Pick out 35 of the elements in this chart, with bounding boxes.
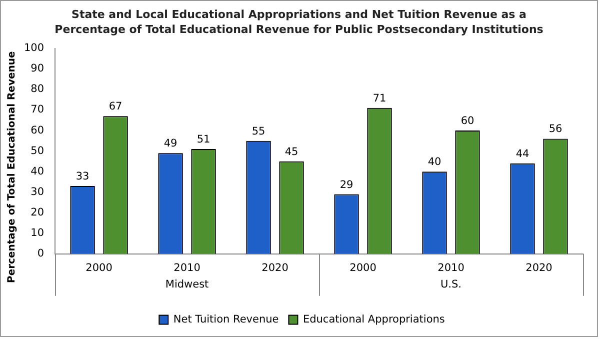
x-tick-label: 2000: [86, 262, 112, 274]
legend-label: Net Tuition Revenue: [173, 313, 279, 326]
y-tick-label: 0: [37, 248, 44, 260]
x-tick-label: 2000: [350, 262, 376, 274]
y-tick-label: 90: [30, 62, 44, 75]
text: Midwest: [165, 278, 209, 291]
y-axis-title: Percentage of Total Educational Revenue: [6, 51, 18, 283]
y-tick-label: 40: [30, 165, 44, 178]
y-tick-label: 80: [30, 83, 44, 96]
data-label: 45: [284, 146, 298, 158]
data-label: 51: [196, 134, 210, 146]
data-label: 33: [76, 170, 90, 183]
data-label: 60: [460, 115, 474, 128]
data-label: 49: [164, 138, 178, 150]
y-tick-label: 70: [30, 104, 44, 116]
y-tick-label: 20: [30, 206, 44, 219]
chart-title: State and Local Educational Appropriations and Net Tuition Revenue as a Percentage of Total Educational Revenue for Public Postsecondary Institutions: [54, 7, 544, 38]
data-label: 44: [516, 148, 530, 160]
data-label: 55: [252, 125, 266, 138]
data-label: 56: [548, 123, 562, 136]
y-tick-label: 60: [30, 124, 44, 136]
data-label: 29: [340, 178, 354, 191]
data-label: 40: [428, 156, 442, 168]
legend-label: Educational Appropriations: [302, 313, 445, 326]
x-tick-label: 2020: [262, 262, 288, 274]
x-tick-label: 2010: [174, 262, 200, 274]
data-label: 71: [372, 92, 386, 104]
data-label: 67: [108, 100, 122, 113]
x-tick-label: 2020: [526, 262, 552, 274]
y-tick-label: 100: [24, 42, 44, 54]
y-tick-label: 10: [30, 227, 44, 240]
y-tick-label: 50: [30, 144, 44, 157]
x-tick-label: 2010: [438, 262, 464, 274]
text: U.S.: [440, 278, 462, 291]
y-tick-label: 30: [30, 186, 44, 198]
